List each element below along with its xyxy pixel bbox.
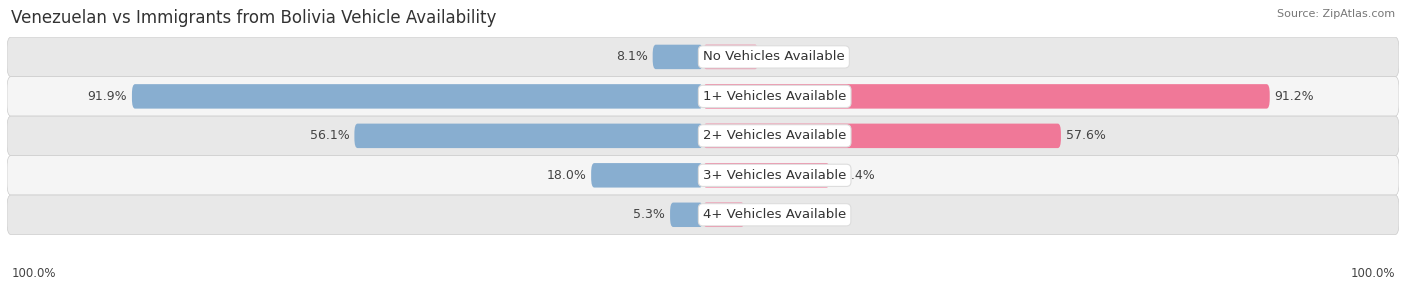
Text: 57.6%: 57.6% (1066, 129, 1105, 142)
Text: 100.0%: 100.0% (1350, 267, 1395, 280)
Text: 3+ Vehicles Available: 3+ Vehicles Available (703, 169, 846, 182)
Text: 8.9%: 8.9% (763, 50, 796, 63)
Text: 5.3%: 5.3% (633, 208, 665, 221)
Text: Venezuelan vs Immigrants from Bolivia Vehicle Availability: Venezuelan vs Immigrants from Bolivia Ve… (11, 9, 496, 27)
FancyBboxPatch shape (354, 124, 703, 148)
FancyBboxPatch shape (703, 163, 830, 188)
Text: 18.0%: 18.0% (547, 169, 586, 182)
FancyBboxPatch shape (703, 124, 1062, 148)
Text: 4+ Vehicles Available: 4+ Vehicles Available (703, 208, 846, 221)
FancyBboxPatch shape (7, 156, 1399, 195)
Text: 56.1%: 56.1% (309, 129, 350, 142)
Text: 6.7%: 6.7% (749, 208, 782, 221)
Text: 91.2%: 91.2% (1275, 90, 1315, 103)
Text: 8.1%: 8.1% (616, 50, 648, 63)
FancyBboxPatch shape (591, 163, 703, 188)
Text: 91.9%: 91.9% (87, 90, 127, 103)
FancyBboxPatch shape (7, 37, 1399, 77)
FancyBboxPatch shape (7, 116, 1399, 156)
Text: 20.4%: 20.4% (835, 169, 875, 182)
FancyBboxPatch shape (703, 202, 745, 227)
Text: Source: ZipAtlas.com: Source: ZipAtlas.com (1277, 9, 1395, 19)
Text: 2+ Vehicles Available: 2+ Vehicles Available (703, 129, 846, 142)
Text: 100.0%: 100.0% (11, 267, 56, 280)
FancyBboxPatch shape (7, 195, 1399, 235)
FancyBboxPatch shape (703, 84, 1270, 109)
Text: No Vehicles Available: No Vehicles Available (703, 50, 845, 63)
Text: 1+ Vehicles Available: 1+ Vehicles Available (703, 90, 846, 103)
FancyBboxPatch shape (652, 45, 703, 69)
FancyBboxPatch shape (703, 45, 758, 69)
FancyBboxPatch shape (671, 202, 703, 227)
FancyBboxPatch shape (132, 84, 703, 109)
FancyBboxPatch shape (7, 77, 1399, 116)
